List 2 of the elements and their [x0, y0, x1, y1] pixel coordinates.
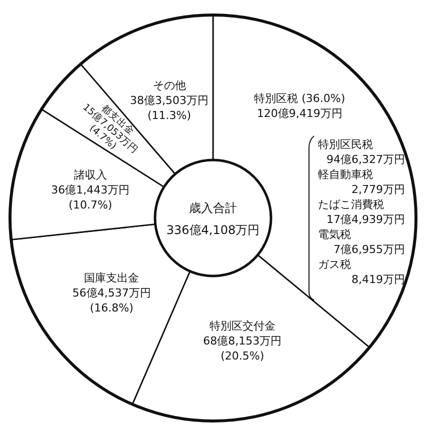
- subtitle: 336億4,108万円: [166, 223, 260, 237]
- title: 歳入合計: [189, 201, 237, 215]
